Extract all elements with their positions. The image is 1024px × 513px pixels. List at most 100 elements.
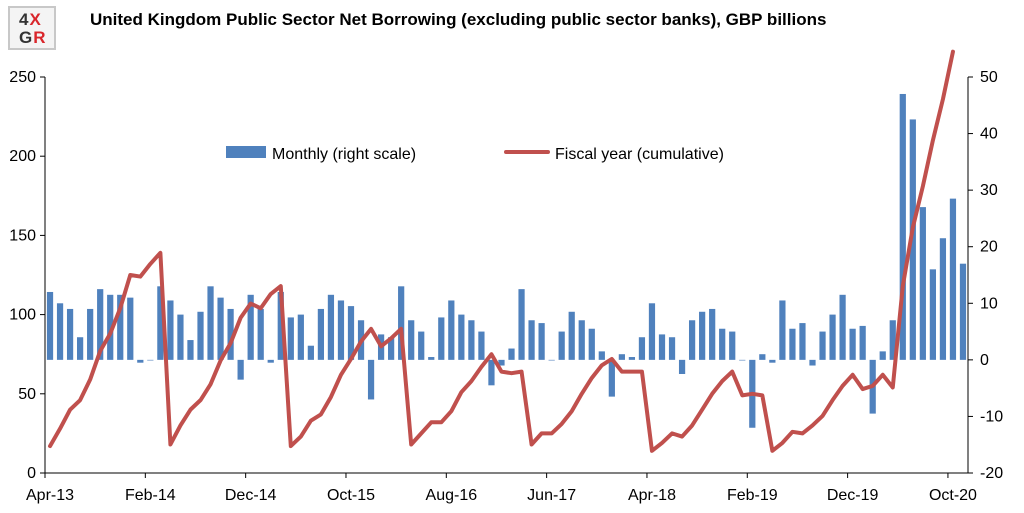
- bar: [177, 314, 184, 360]
- x-tick-label: Jun-17: [527, 487, 576, 504]
- bar: [508, 348, 515, 360]
- bar: [518, 289, 525, 360]
- bar: [618, 354, 625, 360]
- bar: [66, 308, 74, 360]
- left-tick-label: 50: [18, 386, 36, 403]
- bar: [949, 198, 957, 360]
- bar: [538, 323, 545, 360]
- bar: [307, 345, 314, 360]
- x-tick-label: Feb-19: [727, 487, 778, 504]
- bar: [107, 294, 114, 360]
- bar: [448, 300, 455, 360]
- bar: [227, 308, 234, 360]
- bar: [839, 294, 846, 360]
- bar: [207, 286, 214, 360]
- tick-labels: 0 50 100 150 200 250 -20 -10 0 10 20 30 40 50 Apr-13 Fe…: [9, 69, 1003, 504]
- bar: [237, 359, 244, 380]
- logo: 4X GR: [8, 6, 56, 50]
- bar: [678, 359, 686, 374]
- bar: [46, 291, 54, 360]
- legend-label: Monthly (right scale): [272, 146, 416, 163]
- axes: [40, 76, 973, 478]
- bar: [658, 334, 666, 360]
- x-tick-label: Dec-19: [827, 487, 879, 504]
- bar: [939, 238, 947, 360]
- logo-text: X: [29, 10, 42, 29]
- bar: [799, 323, 806, 360]
- x-tick-label: Oct-20: [929, 487, 977, 504]
- right-tick-label: 0: [980, 352, 989, 369]
- left-tick-label: 250: [9, 69, 36, 86]
- bar: [97, 289, 104, 360]
- logo-text: G: [19, 28, 34, 47]
- bar: [859, 325, 866, 360]
- bar: [588, 328, 595, 360]
- bar: [117, 294, 124, 360]
- bar: [739, 359, 746, 361]
- logo-text: 4: [19, 10, 30, 29]
- bar: [127, 297, 134, 360]
- bar: [879, 351, 886, 360]
- bar: [317, 308, 325, 360]
- x-tick-label: Oct-15: [327, 487, 375, 504]
- bar: [809, 359, 816, 366]
- line-series: [48, 49, 955, 453]
- right-tick-label: -10: [980, 408, 1003, 425]
- bar: [899, 93, 906, 360]
- bar: [197, 311, 204, 360]
- x-tick-label: Apr-13: [26, 487, 74, 504]
- bar: [347, 306, 355, 360]
- bar: [779, 300, 786, 360]
- right-tick-label: 10: [980, 295, 998, 312]
- bar: [56, 303, 64, 360]
- bar: [578, 320, 585, 360]
- legend-swatch-bars: [226, 146, 266, 158]
- bar: [849, 328, 856, 360]
- bar: [458, 314, 465, 360]
- bar: [478, 331, 485, 360]
- bar: [628, 357, 636, 360]
- bar: [488, 359, 495, 386]
- right-tick-label: 30: [980, 182, 998, 199]
- bar: [267, 359, 274, 363]
- right-tick-label: -20: [980, 465, 1003, 482]
- bar: [889, 320, 896, 360]
- bar: [277, 291, 284, 360]
- bar: [608, 359, 615, 397]
- bar: [408, 320, 415, 360]
- bar-series: [46, 93, 967, 428]
- x-tick-label: Feb-14: [125, 487, 176, 504]
- right-tick-label: 40: [980, 126, 998, 143]
- bar: [719, 328, 726, 360]
- bar: [548, 359, 555, 361]
- bar: [428, 357, 435, 360]
- bar: [568, 311, 575, 360]
- left-tick-label: 0: [27, 465, 36, 482]
- logo-text: R: [33, 28, 47, 47]
- bar: [77, 337, 84, 360]
- bar: [688, 320, 696, 360]
- bar: [769, 359, 776, 363]
- bar: [929, 269, 936, 360]
- bar: [187, 340, 194, 360]
- bar: [257, 308, 264, 360]
- bar: [709, 308, 716, 360]
- left-tick-label: 150: [9, 227, 36, 244]
- left-tick-label: 100: [9, 307, 36, 324]
- bar: [959, 263, 967, 360]
- bar: [558, 331, 565, 360]
- bar: [759, 354, 766, 360]
- left-tick-label: 200: [9, 148, 36, 165]
- bar: [167, 300, 174, 360]
- bar: [147, 359, 154, 361]
- bar: [598, 351, 605, 360]
- bar: [217, 297, 224, 360]
- bar: [829, 314, 836, 360]
- bar: [648, 303, 656, 360]
- line: [48, 49, 955, 453]
- bar: [789, 328, 796, 360]
- bar: [367, 359, 375, 400]
- bar: [398, 286, 405, 360]
- bar: [668, 337, 676, 360]
